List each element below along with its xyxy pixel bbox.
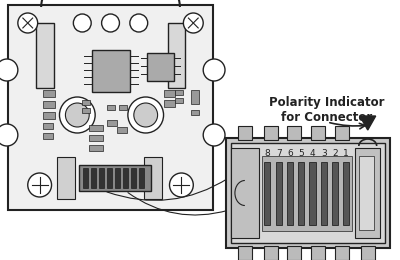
Bar: [89, 145, 103, 151]
Bar: [288, 246, 301, 260]
Bar: [311, 246, 325, 260]
Bar: [176, 90, 183, 95]
Bar: [144, 157, 162, 199]
Bar: [8, 5, 213, 210]
Text: 1: 1: [343, 149, 349, 158]
Bar: [191, 90, 199, 104]
Bar: [238, 246, 252, 260]
Bar: [107, 168, 112, 188]
Text: 4: 4: [310, 149, 315, 158]
Bar: [147, 53, 174, 81]
Bar: [107, 105, 115, 110]
Bar: [89, 135, 103, 141]
Circle shape: [203, 59, 225, 81]
Bar: [238, 126, 252, 140]
Bar: [119, 105, 127, 110]
Bar: [262, 156, 352, 231]
Bar: [117, 127, 127, 133]
Bar: [115, 168, 120, 188]
Circle shape: [183, 13, 203, 33]
Circle shape: [28, 173, 52, 197]
Bar: [83, 168, 88, 188]
Text: 2: 2: [332, 149, 338, 158]
Bar: [276, 162, 282, 225]
Bar: [359, 156, 374, 230]
Bar: [164, 100, 176, 107]
Circle shape: [203, 124, 225, 146]
Bar: [191, 110, 199, 115]
Text: 3: 3: [321, 149, 326, 158]
Text: 8: 8: [264, 149, 270, 158]
Circle shape: [134, 103, 158, 127]
Bar: [176, 98, 183, 103]
Text: 5: 5: [298, 149, 304, 158]
Bar: [58, 157, 75, 199]
Circle shape: [18, 13, 38, 33]
Bar: [264, 162, 270, 225]
Bar: [131, 168, 136, 188]
Bar: [43, 112, 54, 119]
Circle shape: [130, 14, 148, 32]
Bar: [164, 90, 176, 97]
Text: Polarity Indicator
for Connector: Polarity Indicator for Connector: [269, 96, 385, 124]
Bar: [82, 108, 90, 113]
Bar: [231, 143, 385, 243]
Bar: [309, 162, 316, 225]
Bar: [43, 133, 52, 139]
Circle shape: [102, 14, 120, 32]
Bar: [107, 120, 117, 126]
Bar: [298, 162, 304, 225]
Bar: [43, 101, 54, 108]
Bar: [287, 162, 293, 225]
Bar: [335, 126, 349, 140]
Bar: [91, 168, 96, 188]
Circle shape: [66, 103, 89, 127]
Circle shape: [128, 97, 164, 133]
Bar: [288, 126, 301, 140]
Circle shape: [73, 14, 91, 32]
Bar: [361, 246, 375, 260]
Bar: [231, 148, 259, 238]
Bar: [139, 168, 144, 188]
Bar: [321, 162, 327, 225]
Bar: [123, 168, 128, 188]
Bar: [36, 23, 54, 88]
Bar: [99, 168, 104, 188]
Circle shape: [170, 173, 193, 197]
Bar: [92, 50, 130, 92]
Bar: [311, 126, 325, 140]
Bar: [264, 126, 278, 140]
Bar: [332, 162, 338, 225]
Bar: [355, 148, 380, 238]
Circle shape: [0, 124, 18, 146]
Bar: [82, 100, 90, 105]
Bar: [79, 165, 151, 191]
Circle shape: [60, 97, 95, 133]
Bar: [226, 138, 390, 248]
Bar: [335, 246, 349, 260]
Text: 7: 7: [276, 149, 282, 158]
Bar: [43, 123, 52, 129]
Bar: [168, 23, 185, 88]
Bar: [89, 125, 103, 131]
Bar: [264, 246, 278, 260]
Circle shape: [0, 59, 18, 81]
Polygon shape: [360, 116, 376, 130]
Bar: [43, 90, 54, 97]
Bar: [343, 162, 349, 225]
Text: 6: 6: [287, 149, 293, 158]
